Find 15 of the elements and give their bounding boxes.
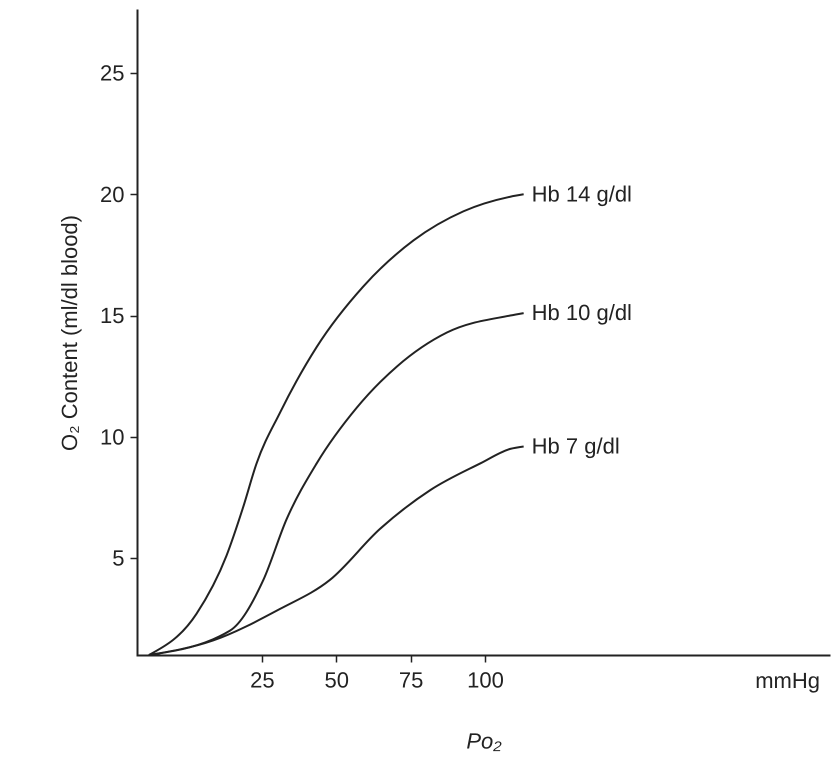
y-axis-title: O₂ Content (ml/dl blood) xyxy=(57,215,82,451)
y-tick-label: 5 xyxy=(112,546,124,571)
x-tick-label: 25 xyxy=(250,668,275,692)
x-axis-title: Po₂ xyxy=(466,728,502,754)
series-label: Hb 7 g/dl xyxy=(532,433,620,458)
y-tick-label: 10 xyxy=(100,424,124,450)
x-tick-label: 50 xyxy=(324,668,350,692)
x-tick-label: 75 xyxy=(398,668,424,692)
series-label: Hb 10 g/dl xyxy=(532,300,632,326)
y-tick-label: 15 xyxy=(100,303,124,328)
text: mmHg xyxy=(755,668,820,693)
y-tick-label: 20 xyxy=(100,182,124,207)
series-label: Hb 14 g/dl xyxy=(532,181,632,206)
x-tick-label: 100 xyxy=(467,668,504,692)
y-tick-label: 25 xyxy=(100,60,124,86)
